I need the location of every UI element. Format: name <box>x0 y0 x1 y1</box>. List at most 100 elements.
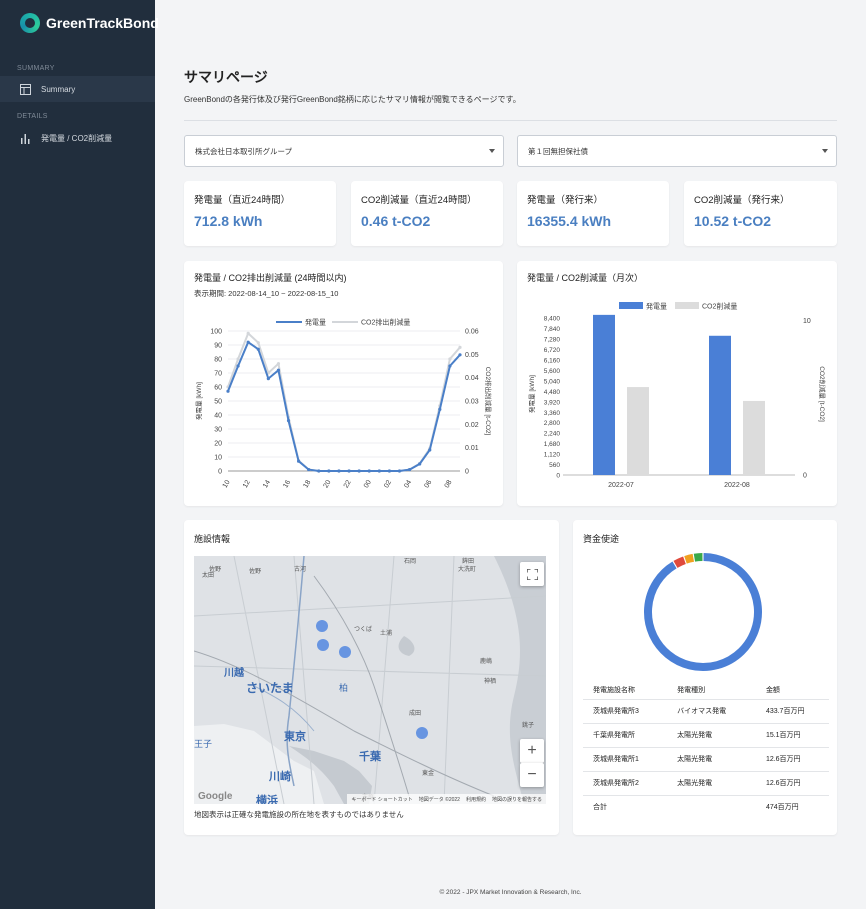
facility-marker[interactable] <box>317 639 329 651</box>
bond-select[interactable]: 第１回無担保社債 <box>517 135 837 167</box>
kpi-label: CO2削減量（発行来） <box>694 195 790 206</box>
series-line-generation <box>227 340 461 472</box>
zoom-out-button[interactable]: − <box>520 763 544 787</box>
kpi-card-generation-total: 発電量（発行来） 16355.4 kWh <box>517 181 669 246</box>
column-header: 発電施設名称 <box>593 687 635 695</box>
generation-type: 太陽光発電 <box>667 770 756 795</box>
amount: 12.6百万円 <box>755 770 829 795</box>
x-tick-label: 12 <box>242 479 252 489</box>
sidebar: GreenTrackBond SUMMARY Summary DETAILS 発… <box>0 0 159 909</box>
fullscreen-button[interactable] <box>520 562 544 586</box>
kpi-value: 16355.4 kWh <box>527 213 612 229</box>
y-tick-label: 2,800 <box>544 420 561 427</box>
hourly-line-chart: 010203040506070809010000.010.020.030.040… <box>194 318 493 490</box>
terms-link[interactable]: 利用規約 <box>465 796 486 803</box>
app-logo[interactable]: GreenTrackBond <box>20 13 159 33</box>
y2-tick-label: 0.03 <box>465 399 479 406</box>
data-point-generation <box>266 377 270 381</box>
zoom-in-button[interactable]: + <box>520 739 544 763</box>
issuer-select[interactable]: 株式会社日本取引所グループ <box>184 135 504 167</box>
y2-tick-label: 10 <box>803 318 811 325</box>
app-name: GreenTrackBond <box>46 15 159 31</box>
map-label: つくば <box>354 627 373 633</box>
y2-tick-label: 0.02 <box>465 422 479 429</box>
data-point-generation <box>418 462 422 466</box>
y-tick-label: 8,400 <box>544 316 561 323</box>
data-point-generation <box>297 459 301 463</box>
bar-generation <box>593 314 615 475</box>
y-tick-label: 3,360 <box>544 410 561 417</box>
sidebar-item-label: Summary <box>41 84 76 94</box>
legend-label: CO2削減量 <box>702 302 737 311</box>
y2-tick-label: 0.04 <box>465 375 479 382</box>
divider <box>184 120 837 121</box>
donut-slice <box>684 553 695 564</box>
bond-select-value: 第１回無担保社債 <box>528 146 588 156</box>
data-point-generation <box>337 469 341 473</box>
data-point-generation <box>256 347 260 351</box>
facility-name: 茨城県発電所2 <box>583 770 668 795</box>
data-point-co2 <box>458 345 462 349</box>
sidebar-item-generation[interactable]: 発電量 / CO2削減量 <box>0 125 155 151</box>
sidebar-item-summary[interactable]: Summary <box>0 76 155 102</box>
display-period: 表示期間: 2022-08-14_10 ~ 2022-08-15_10 <box>194 289 339 298</box>
total-amount: 474百万円 <box>755 794 829 819</box>
x-tick-label: 20 <box>323 479 333 489</box>
generation-type: 太陽光発電 <box>667 722 756 747</box>
y-tick-label: 2,240 <box>544 431 561 438</box>
amount: 433.7百万円 <box>755 698 829 723</box>
map-label: 佐野 <box>209 567 222 573</box>
y-tick-label: 1,680 <box>544 441 561 448</box>
facility-marker[interactable] <box>339 646 351 658</box>
facility-name: 茨城県発電所3 <box>583 698 668 723</box>
kpi-label: 発電量（直近24時間） <box>194 195 291 206</box>
x-tick-label: 2022-07 <box>608 482 634 489</box>
card-title: 発電量 / CO2削減量（月次） <box>527 273 644 283</box>
nav-section-details: DETAILS <box>17 113 48 120</box>
layout-icon <box>20 83 31 95</box>
y2-axis-label: CO2削減量 [t-CO2] <box>818 366 827 422</box>
map-label: 佐野 <box>249 569 262 575</box>
data-point-generation <box>438 407 442 411</box>
kpi-card-generation-24h: 発電量（直近24時間） 712.8 kWh <box>184 181 336 246</box>
y-tick-label: 30 <box>214 427 222 434</box>
data-point-generation <box>246 340 250 344</box>
data-point-generation <box>367 469 371 473</box>
column-header: 発電種別 <box>677 687 706 695</box>
y-tick-label: 20 <box>214 441 222 448</box>
y-tick-label: 6,160 <box>544 358 561 365</box>
legend-swatch <box>675 302 699 309</box>
kpi-label: 発電量（発行来） <box>527 195 604 206</box>
facility-map[interactable]: 佐野 太田 佐野 古河 石岡 鉾田 大洗町 土浦 つくば 川越 さいたま 柏 鹿… <box>194 556 546 804</box>
facility-marker[interactable] <box>416 727 428 739</box>
keyboard-shortcuts-link[interactable]: キーボード ショートカット <box>351 796 413 803</box>
data-point-generation <box>387 469 391 473</box>
card-title: 施設情報 <box>194 534 231 544</box>
table-row: 千葉県発電所 太陽光発電 15.1百万円 <box>583 722 829 747</box>
logo-icon <box>20 13 40 33</box>
y-tick-label: 7,840 <box>544 326 561 333</box>
footer: © 2022 - JPX Market Innovation & Researc… <box>439 889 582 896</box>
donut-slice <box>693 553 703 562</box>
page-title: サマリページ <box>184 69 268 85</box>
caret-down-icon <box>822 149 828 153</box>
x-tick-label: 02 <box>383 479 393 489</box>
map-label: 川崎 <box>269 771 291 783</box>
main-content: サマリページ GreenBondの各発行体及び発行GreenBond銘柄に応じた… <box>155 0 866 909</box>
y2-tick-label: 0.01 <box>465 445 479 452</box>
map-label: 王子 <box>194 739 213 749</box>
data-point-generation <box>317 469 321 473</box>
allocation-donut-chart <box>644 553 762 671</box>
map-label: 銚子 <box>522 723 535 729</box>
facility-marker[interactable] <box>316 620 328 632</box>
facility-name: 茨城県発電所1 <box>583 746 668 771</box>
data-point-generation <box>226 389 230 393</box>
y-tick-label: 10 <box>214 455 222 462</box>
report-error-link[interactable]: 地図の誤りを報告する <box>491 796 542 803</box>
facility-name: 千葉県発電所 <box>583 722 668 747</box>
fullscreen-icon <box>526 568 538 580</box>
y-tick-label: 7,280 <box>544 337 561 344</box>
data-point-generation <box>276 368 281 372</box>
x-tick-label: 00 <box>363 479 373 489</box>
x-tick-label: 10 <box>222 479 232 489</box>
